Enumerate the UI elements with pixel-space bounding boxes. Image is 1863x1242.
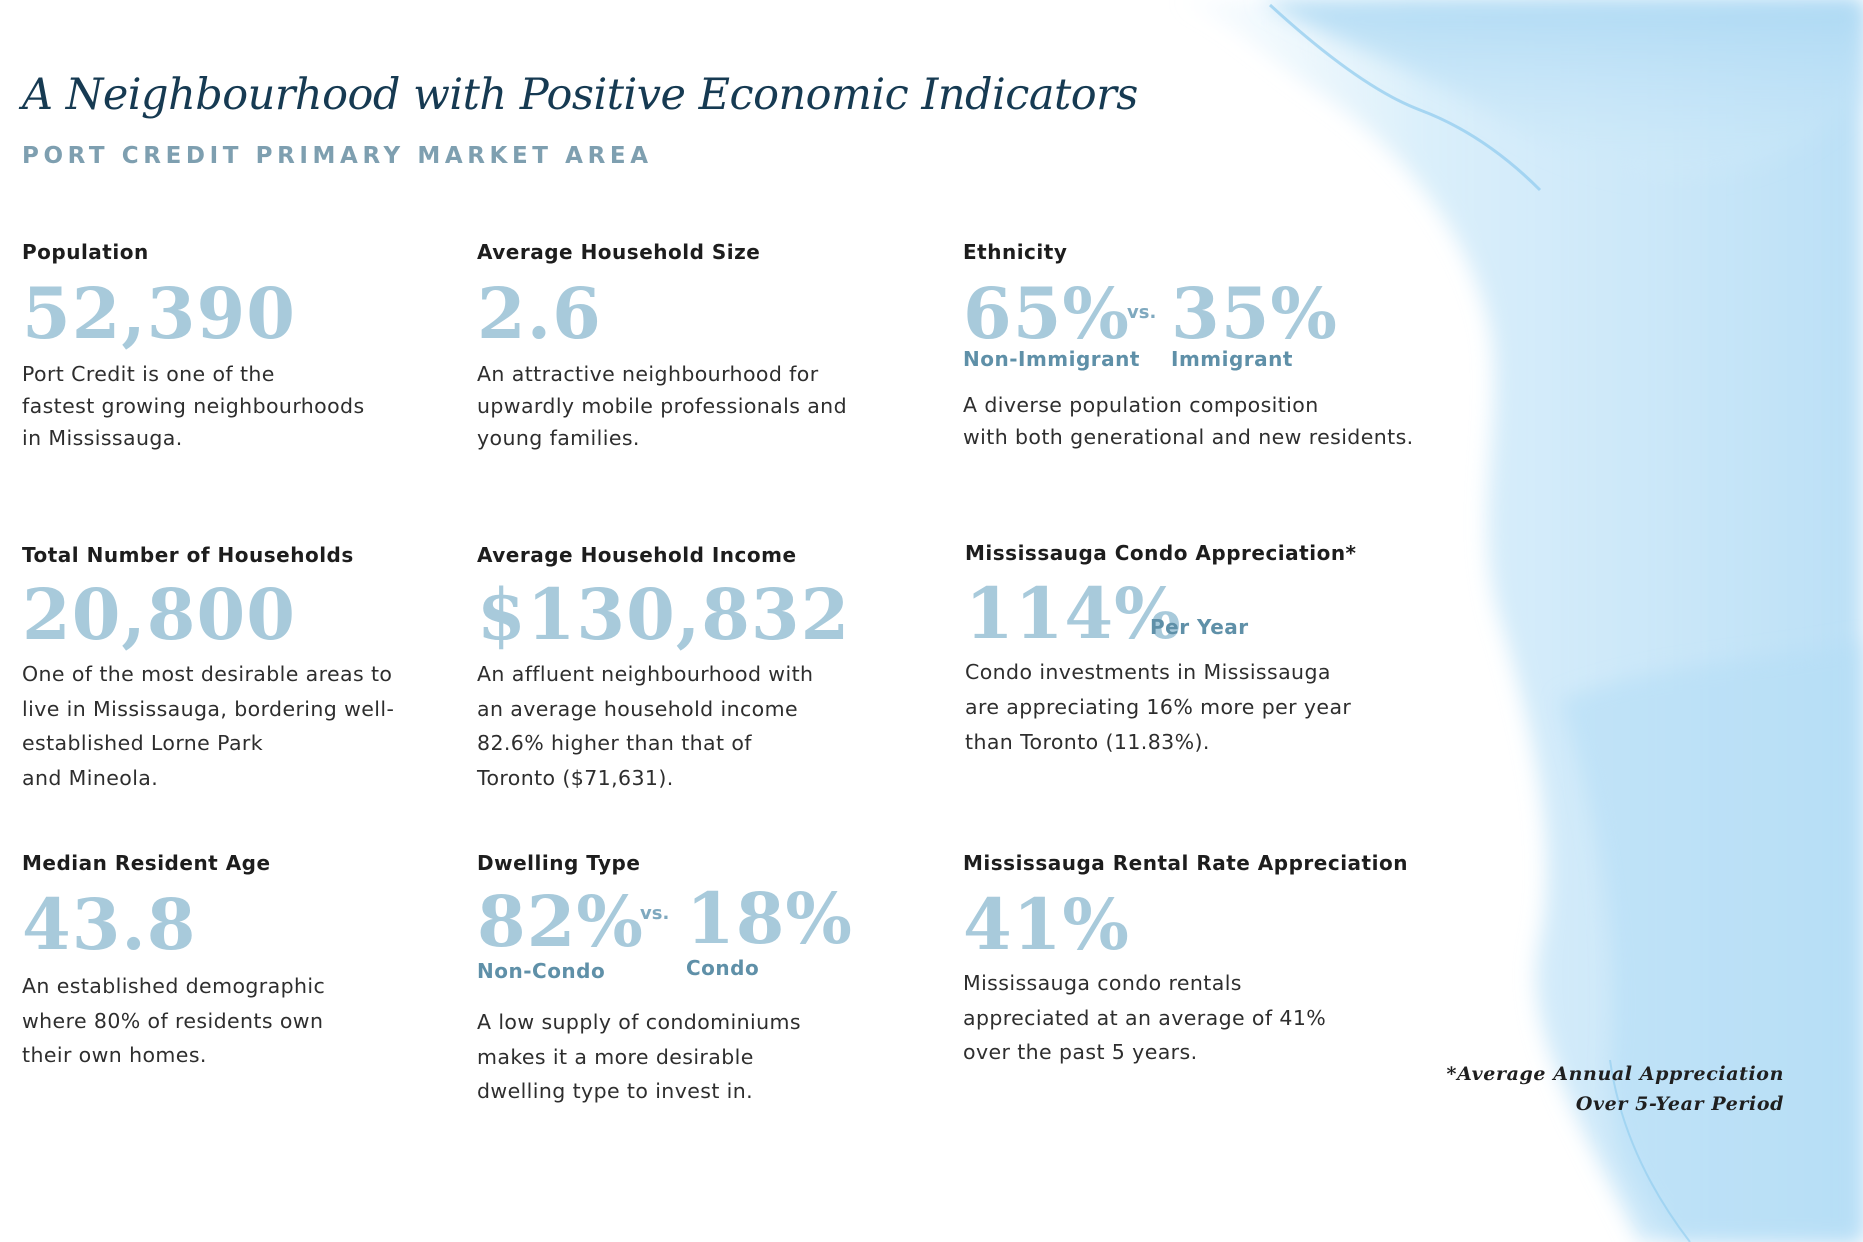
stat-description: Port Credit is one of the fastest growin… — [22, 362, 365, 450]
stat-description: An attractive neighbourhood for upwardly… — [477, 362, 847, 450]
vs-label: vs. — [1127, 302, 1157, 323]
stat-value-b: 18% — [686, 877, 853, 960]
stat-sub-label-a: Non-Condo — [477, 959, 606, 983]
stat-label: Average Household Income — [477, 543, 797, 567]
stat-sub-label-a: Non-Immigrant — [963, 347, 1140, 371]
stat-household-income: Average Household Income $130,832 An aff… — [477, 543, 849, 790]
stat-ethnicity: Ethnicity 65% vs. 35% Non-Immigrant Immi… — [963, 240, 1413, 449]
stat-description: An established demographic where 80% of … — [22, 974, 326, 1067]
stat-label: Population — [22, 240, 149, 264]
stat-total-households: Total Number of Households 20,800 One of… — [22, 543, 394, 790]
stat-description: One of the most desirable areas to live … — [22, 662, 395, 790]
stat-value: $130,832 — [477, 573, 851, 656]
stat-value: 20,800 — [22, 573, 296, 656]
stat-value: 43.8 — [22, 883, 197, 966]
stat-description: A diverse population composition with bo… — [963, 393, 1414, 449]
stat-condo-appreciation: Mississauga Condo Appreciation* 114% Per… — [965, 541, 1357, 754]
stat-value-a: 82% — [477, 880, 644, 963]
page-title: A Neighbourhood with Positive Economic I… — [22, 70, 1138, 120]
stat-label: Average Household Size — [477, 240, 761, 264]
stat-label: Ethnicity — [963, 240, 1068, 264]
stat-label: Total Number of Households — [22, 543, 354, 567]
stat-value-a: 65% — [963, 272, 1130, 355]
stat-description: Condo investments in Mississauga are app… — [965, 660, 1352, 754]
stat-description: A low supply of condominiums makes it a … — [477, 1010, 801, 1103]
stat-label: Mississauga Rental Rate Appreciation — [963, 851, 1408, 875]
stat-household-size: Average Household Size 2.6 An attractive… — [477, 240, 847, 450]
stat-value: 2.6 — [477, 272, 602, 355]
stat-suffix: Per Year — [1150, 615, 1249, 639]
stat-description: Mississauga condo rentals appreciated at… — [963, 971, 1327, 1064]
stat-dwelling-type: Dwelling Type 82% vs. 18% Non-Condo Cond… — [477, 851, 852, 1103]
stat-sub-label-b: Condo — [686, 956, 760, 980]
stat-sub-label-b: Immigrant — [1171, 347, 1293, 371]
footnote: *Average Annual Appreciation Over 5-Year… — [1446, 1063, 1784, 1115]
stat-value-b: 35% — [1171, 272, 1338, 355]
page-subtitle: PORT CREDIT PRIMARY MARKET AREA — [22, 143, 653, 169]
stat-value: 41% — [963, 883, 1130, 966]
stat-median-age: Median Resident Age 43.8 An established … — [22, 851, 325, 1067]
stat-value: 52,390 — [22, 272, 296, 355]
stat-population: Population 52,390 Port Credit is one of … — [22, 240, 364, 450]
stat-label: Dwelling Type — [477, 851, 641, 875]
stat-label: Median Resident Age — [22, 851, 271, 875]
stat-rental-appreciation: Mississauga Rental Rate Appreciation 41%… — [963, 851, 1408, 1064]
stat-label: Mississauga Condo Appreciation* — [965, 541, 1357, 565]
vs-label: vs. — [640, 903, 670, 924]
stat-value: 114% — [965, 572, 1182, 655]
stat-description: An affluent neighbourhood with an averag… — [477, 662, 814, 790]
